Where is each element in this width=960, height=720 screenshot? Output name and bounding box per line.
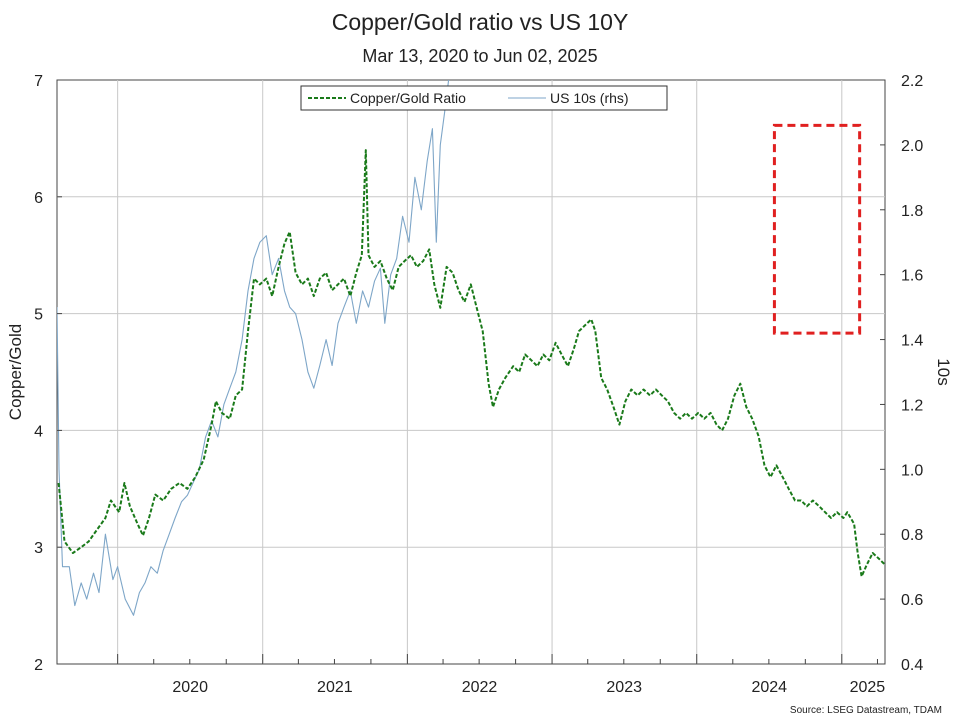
- y-tick-label: 2: [34, 657, 43, 674]
- y-right-tick-label: 2.0: [901, 138, 923, 155]
- series-layer: [57, 80, 885, 616]
- y-tick-label: 3: [34, 540, 43, 557]
- series-line-us10s: [57, 80, 450, 616]
- y-right-tick-label: 2.2: [901, 73, 923, 90]
- y-right-tick-label: 0.8: [901, 527, 923, 544]
- grid: [57, 80, 885, 664]
- y-right-tick-label: 0.4: [901, 657, 923, 674]
- y-right-tick-label: 0.6: [901, 592, 923, 609]
- x-tick-label: 2021: [317, 679, 353, 696]
- x-tick-label: 2025: [850, 679, 886, 696]
- x-tick-label: 2024: [751, 679, 787, 696]
- x-tick-label: 2022: [462, 679, 498, 696]
- chart-title: Copper/Gold ratio vs US 10Y: [332, 9, 629, 35]
- x-tick-label: 2023: [606, 679, 642, 696]
- chart-subtitle: Mar 13, 2020 to Jun 02, 2025: [362, 46, 597, 66]
- legend: Copper/Gold Ratio US 10s (rhs): [300, 85, 668, 111]
- y-right-tick-label: 1.6: [901, 268, 923, 285]
- y-tick-label: 7: [34, 73, 43, 90]
- series-line-copper-gold: [57, 149, 885, 578]
- y-right-tick-label: 1.4: [901, 333, 923, 350]
- y-right-tick-label: 1.8: [901, 203, 923, 220]
- source-note: Source: LSEG Datastream, TDAM: [790, 705, 942, 716]
- y-right-tick-label: 1.0: [901, 462, 923, 479]
- annotation-rect: [772, 123, 862, 335]
- legend-box: [300, 85, 668, 111]
- y-right-tick-label: 1.2: [901, 397, 923, 414]
- legend-label-copper-gold: Copper/Gold Ratio: [350, 90, 466, 106]
- y-tick-label: 6: [34, 190, 43, 207]
- y-axis-label: Copper/Gold: [6, 324, 25, 420]
- y-tick-label: 4: [34, 423, 43, 440]
- plot-area: [56, 79, 886, 665]
- legend-label-us10s: US 10s (rhs): [550, 90, 629, 106]
- y-tick-label: 5: [34, 307, 43, 324]
- x-tick-label: 2020: [172, 679, 208, 696]
- axes: 2 3 4 5 6 7 0.4 0.6 0.8 1.0 1.2 1.4 1.6 1.8 2.0 2.2 2020…: [34, 73, 923, 696]
- y-axis-label-right: 10s: [934, 358, 953, 385]
- annotation-box: [772, 123, 862, 335]
